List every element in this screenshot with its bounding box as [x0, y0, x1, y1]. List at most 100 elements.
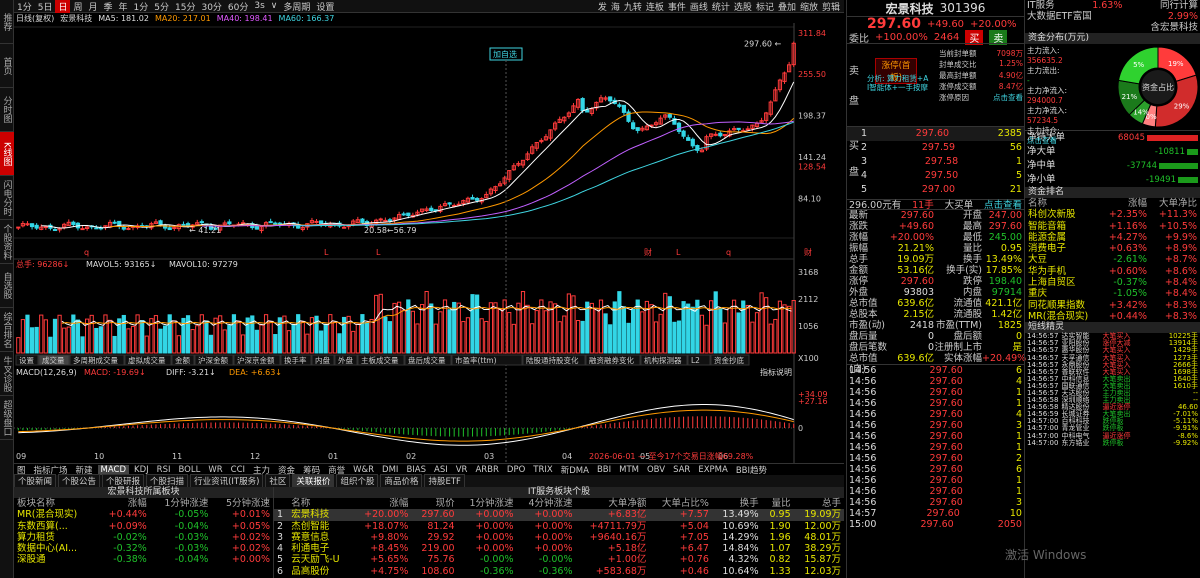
alert-row[interactable]: 14:56:57 中科信息 大笔卖出 1640手 [1027, 374, 1198, 383]
period-button[interactable]: ∨ [270, 1, 278, 11]
rank-row[interactable]: 同花顺果指数 +3.42% +8.3% [1028, 299, 1197, 311]
period-button[interactable]: 多周期 [283, 2, 311, 13]
period-button[interactable]: 季 [103, 2, 113, 13]
table-row[interactable]: 深股通 -0.38% -0.04% +0.00% [17, 554, 270, 566]
etf-name[interactable]: 大数据ETF富国 [1027, 11, 1092, 22]
bid-row[interactable]: 2 297.59 56 [861, 142, 1022, 153]
tool-button[interactable]: 发 [597, 3, 607, 13]
indicator-tab[interactable]: BOLL [178, 464, 201, 475]
indicator-tab[interactable]: DMI [382, 464, 399, 475]
sector-name[interactable]: IT服务 [1027, 0, 1055, 11]
vol-tab[interactable] [280, 354, 312, 366]
vol-tab[interactable] [171, 354, 195, 366]
event-marker[interactable]: 财 [804, 247, 812, 257]
rank-row[interactable]: 智能音箱 +1.16% +10.5% [1028, 220, 1197, 232]
alert-row[interactable]: 14:56:57 天达股份 主力卖出 -- [1027, 389, 1198, 398]
bid-row[interactable]: 3 297.58 1 [861, 156, 1022, 167]
alert-row[interactable]: 14:56:57 惠华股份 大笔买入 1429手 [1027, 346, 1198, 355]
rank-row[interactable]: 重庆 -1.05% +8.4% [1028, 288, 1197, 300]
period-button[interactable]: 15分 [175, 2, 196, 13]
table-row[interactable]: 4 利通电子 +8.45% 219.00 +0.00% +0.00% +5.18亿 +6.47… [277, 543, 841, 555]
nav-item[interactable]: 自选股 [0, 264, 14, 308]
vol-tab[interactable] [585, 354, 641, 366]
info-tab[interactable]: 行业资讯(IT服务) [190, 474, 264, 488]
table-row[interactable]: 1 宏景科技 +20.00% 297.60 +0.00% +0.00% +6.83亿 +7.5… [274, 509, 844, 521]
nav-item[interactable]: 超级盘口 [0, 396, 14, 440]
vol-tab[interactable] [522, 354, 586, 366]
period-button[interactable]: 5日 [37, 2, 53, 13]
rank-row[interactable]: 消费电子 +0.63% +8.9% [1028, 243, 1197, 255]
tool-button[interactable]: 标记 [755, 3, 774, 13]
indicator-tab[interactable]: CCI [230, 464, 246, 475]
vol-tab[interactable] [404, 354, 452, 366]
nav-item[interactable]: 个股资料 [0, 220, 14, 264]
indicator-tab[interactable]: 商誉 [328, 465, 346, 476]
indicator-tab[interactable]: OBV [646, 464, 666, 475]
table-row[interactable]: 6 品高股份 +4.75% 108.60 -0.36% -0.36% +583.68万 +0.… [277, 565, 841, 577]
vol-tab[interactable] [687, 354, 711, 366]
indicator-tab[interactable]: 新DMA [560, 465, 589, 476]
vol-tab[interactable] [194, 354, 234, 366]
info-tab[interactable]: 社区 [265, 474, 291, 488]
period-button[interactable]: 日 [55, 0, 71, 13]
period-button[interactable]: 年 [118, 2, 128, 13]
tool-button[interactable]: 海 [610, 3, 620, 13]
vol-tab[interactable] [233, 354, 281, 366]
rank-row[interactable]: 华为手机 +0.60% +8.6% [1028, 265, 1197, 277]
vol-tab[interactable] [640, 354, 688, 366]
tool-button[interactable]: 连板 [645, 3, 664, 13]
info-tab[interactable]: 持股ETF [424, 474, 465, 488]
period-button[interactable]: 3s [254, 1, 265, 11]
chart-mode[interactable]: 日线(复权) [16, 13, 55, 23]
alert-row[interactable]: 14:57:00 百科科技 跌停板 -5.11% [1027, 417, 1198, 426]
alert-row[interactable]: 14:57:00 中科电气 逼近涨停 -8.6% [1027, 431, 1198, 440]
indicator-tab[interactable]: WR [208, 464, 223, 475]
indicator-tab[interactable]: 筹码 [303, 465, 321, 476]
tool-button[interactable]: 选股 [733, 3, 752, 13]
rank-row[interactable]: MR(混合现实) +0.44% +8.3% [1028, 310, 1197, 322]
vol-tab[interactable] [69, 354, 125, 366]
indicator-tab[interactable]: ASI [434, 464, 448, 475]
tool-button[interactable]: 缩放 [799, 3, 818, 13]
vol-tab[interactable] [124, 354, 172, 366]
info-tab[interactable]: 个股研报 [102, 474, 145, 488]
tool-button[interactable]: 剪辑 [821, 3, 840, 13]
bid-row[interactable]: 4 297.50 5 [861, 170, 1022, 181]
indicator-tab[interactable]: 指标广场 [33, 465, 68, 476]
analysis-text[interactable]: 分析: 算力租赁+A I智能体+一手按摩 [867, 74, 929, 92]
nav-item[interactable]: K线图 [0, 132, 14, 176]
alert-row[interactable]: 14:57:00 青龙管业 跌停板 -9.91% [1027, 424, 1198, 433]
sell-button[interactable]: 卖 [989, 29, 1008, 45]
alert-row[interactable]: 14:56:57 普联软件 大笔买入 1698手 [1027, 367, 1198, 376]
event-marker[interactable]: q [84, 248, 89, 257]
nav-item[interactable]: 首页 [0, 44, 14, 88]
info-tab[interactable]: 个股公告 [58, 474, 101, 488]
alert-row[interactable]: 14:56:57 永鼎股份 大笔买入 2666手 [1027, 360, 1198, 369]
alert-row[interactable]: 14:56:57 达实智能 大笔买入 10225手 [1027, 332, 1198, 341]
indicator-tab[interactable]: ARBR [475, 464, 499, 475]
indicator-tab[interactable]: MACD [97, 464, 130, 475]
table-row[interactable]: MR(混合现实) +0.44% -0.05% +0.01% [17, 509, 270, 521]
alert-row[interactable]: 14:56:57 亚阳股份 涨停大减 13914手 [1027, 339, 1198, 348]
nav-item[interactable]: 牛叉诊股 [0, 352, 14, 396]
tool-button[interactable]: 统计 [711, 3, 730, 13]
tool-button[interactable]: 叠加 [777, 3, 796, 13]
indicator-tab[interactable]: BBI [596, 464, 612, 475]
tool-button[interactable]: 九转 [623, 3, 642, 13]
alert-row[interactable]: 14:56:58 深圳顺络 主力卖出 -- [1027, 396, 1198, 405]
indicator-tab[interactable]: TRIX [533, 464, 553, 475]
indicator-tab[interactable]: KDJ [134, 464, 149, 475]
alert-row[interactable]: 14:57:00 东方锆业 跌停板 -9.92% [1027, 438, 1198, 447]
table-row[interactable]: 2 杰创智能 +18.07% 81.24 +0.00% +0.00% +4711.79万 +5… [277, 520, 841, 532]
period-button[interactable]: 1分 [17, 2, 32, 13]
event-marker[interactable]: L [324, 248, 329, 257]
indicator-tab[interactable]: W&R [353, 464, 375, 475]
view-big-orders-link[interactable]: 点击查看 [983, 200, 1022, 211]
table-row[interactable]: 算力租赁 -0.02% -0.03% +0.02% [17, 531, 270, 543]
indicator-tab[interactable]: EXPMA [698, 464, 728, 475]
vol-tab[interactable] [311, 354, 335, 366]
rank-row[interactable]: 大豆 -2.61% +8.7% [1028, 254, 1197, 266]
kline-panel[interactable]: 日线(复权) 宏景科技 MA5: 181.02 MA20: 217.01 MA4… [14, 13, 844, 463]
rank-row[interactable]: 能源金属 +4.27% +9.9% [1028, 231, 1197, 243]
